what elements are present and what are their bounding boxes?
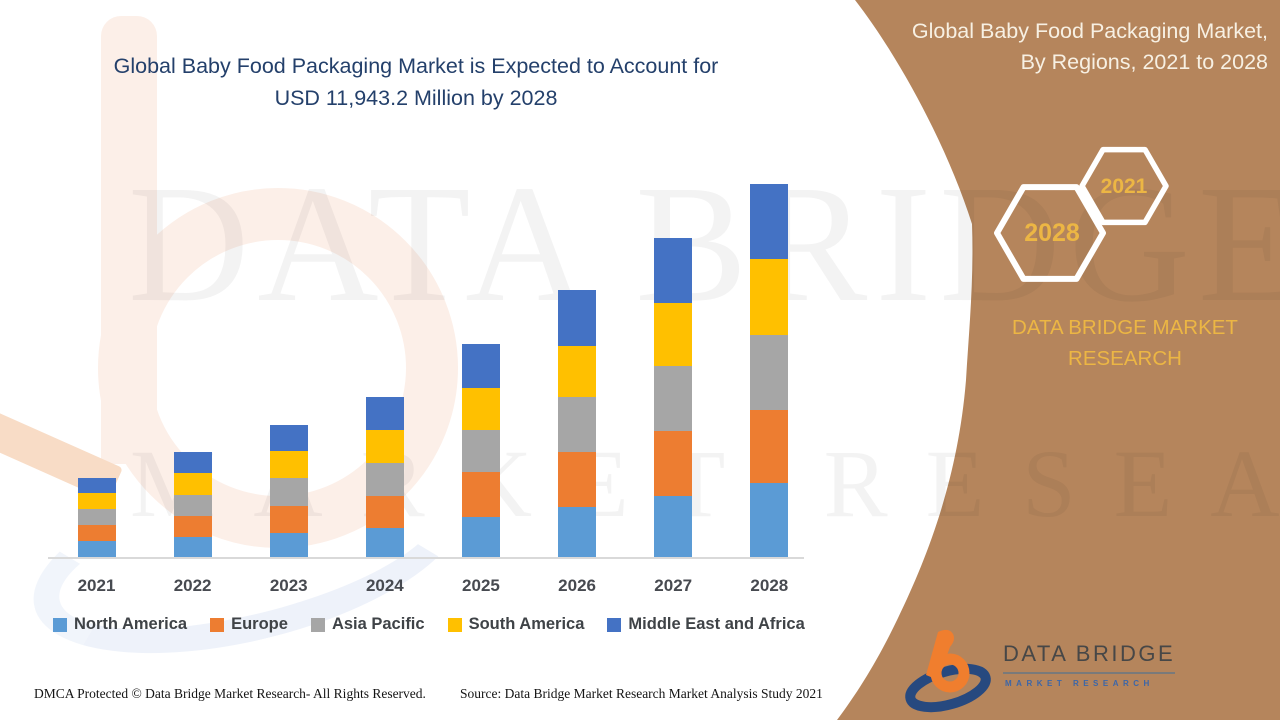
bar-segment-2026-europe bbox=[558, 451, 597, 507]
legend-swatch bbox=[447, 617, 462, 632]
bar-segment-2024-south-america bbox=[365, 429, 404, 463]
legend-label: South America bbox=[468, 615, 585, 633]
bar-segment-2022-asia-pacific bbox=[173, 495, 212, 517]
chart-title-line2: USD 11,943.2 Million by 2028 bbox=[274, 86, 558, 110]
hexagon-2028 bbox=[994, 184, 1106, 282]
bar-segment-2027-middle-east-and-africa bbox=[654, 238, 693, 304]
legend-label: Europe bbox=[231, 615, 288, 633]
panel-title: Global Baby Food Packaging Market, By Re… bbox=[868, 16, 1268, 78]
x-axis-label-2021: 2021 bbox=[77, 576, 116, 595]
chart-title: Global Baby Food Packaging Market is Exp… bbox=[40, 50, 792, 114]
bar-segment-2022-north-america bbox=[173, 537, 212, 558]
panel-title-line2: By Regions, 2021 to 2028 bbox=[1020, 50, 1268, 74]
legend-label: Middle East and Africa bbox=[628, 615, 805, 633]
legend-swatch bbox=[210, 617, 225, 632]
bar-segment-2021-europe bbox=[77, 525, 116, 542]
bar-segment-2021-asia-pacific bbox=[77, 509, 116, 526]
bar-segment-2023-europe bbox=[269, 506, 308, 533]
x-axis-label-2024: 2024 bbox=[365, 576, 404, 595]
bar-segment-2028-north-america bbox=[750, 483, 789, 558]
footer-source: Source: Data Bridge Market Research Mark… bbox=[460, 686, 823, 701]
bar-segment-2021-south-america bbox=[77, 493, 116, 510]
bar-segment-2028-middle-east-and-africa bbox=[750, 184, 789, 259]
bar-segment-2022-europe bbox=[173, 516, 212, 537]
bar-segment-2025-asia-pacific bbox=[461, 430, 500, 473]
bar-segment-2023-middle-east-and-africa bbox=[269, 425, 308, 452]
legend-item-middle-east-and-africa: Middle East and Africa bbox=[607, 615, 805, 634]
bar-segment-2022-middle-east-and-africa bbox=[173, 452, 212, 474]
legend-swatch bbox=[310, 617, 325, 632]
x-axis-label-2025: 2025 bbox=[462, 576, 500, 595]
bar-segment-2022-south-america bbox=[173, 473, 212, 496]
panel-title-line1: Global Baby Food Packaging Market, bbox=[911, 19, 1268, 43]
bar-segment-2027-europe bbox=[654, 431, 693, 496]
x-axis-label-2027: 2027 bbox=[654, 576, 693, 595]
legend-swatch bbox=[607, 617, 622, 632]
x-axis-line bbox=[48, 557, 804, 559]
bar-segment-2024-middle-east-and-africa bbox=[365, 397, 404, 430]
hexagon-year-2021: 2021 bbox=[1100, 175, 1148, 198]
x-axis-label-2026: 2026 bbox=[558, 576, 596, 595]
logo-blue-swoosh bbox=[905, 663, 991, 713]
bar-segment-2021-middle-east-and-africa bbox=[77, 478, 116, 494]
logo-wordmark: DATA BRIDGE bbox=[1003, 641, 1176, 674]
bar-segment-2025-middle-east-and-africa bbox=[461, 344, 500, 389]
bar-segment-2025-north-america bbox=[461, 516, 500, 558]
bar-segment-2028-asia-pacific bbox=[750, 335, 789, 411]
legend-item-north-america: North America bbox=[53, 615, 187, 634]
bar-segment-2026-south-america bbox=[558, 345, 597, 398]
bar-segment-2027-north-america bbox=[654, 495, 693, 558]
logo-orange-bowl bbox=[930, 653, 970, 693]
legend-label: North America bbox=[74, 615, 188, 633]
legend-item-asia-pacific: Asia Pacific bbox=[310, 615, 425, 634]
bar-segment-2023-south-america bbox=[269, 451, 308, 478]
chart-title-line1: Global Baby Food Packaging Market is Exp… bbox=[113, 54, 719, 78]
logo-tagline: MARKET RESEARCH bbox=[1005, 679, 1154, 688]
x-axis-label-2028: 2028 bbox=[750, 576, 789, 595]
hexagon-2021 bbox=[1079, 146, 1169, 226]
bar-segment-2021-north-america bbox=[77, 541, 116, 558]
bar-segment-2028-south-america bbox=[750, 258, 789, 336]
bar-segment-2027-south-america bbox=[654, 303, 693, 367]
brand-heading: DATA BRIDGE MARKET RESEARCH bbox=[1012, 316, 1238, 370]
data-bridge-logo-icon bbox=[905, 629, 991, 713]
legend-item-europe: Europe bbox=[210, 615, 288, 634]
bar-segment-2025-south-america bbox=[461, 388, 500, 431]
bar-segment-2023-north-america bbox=[269, 532, 308, 558]
bar-segment-2024-europe bbox=[365, 495, 404, 528]
footer-copyright: DMCA Protected © Data Bridge Market Rese… bbox=[34, 686, 426, 701]
bar-segment-2024-asia-pacific bbox=[365, 462, 404, 496]
bar-segment-2025-europe bbox=[461, 472, 500, 517]
bar-segment-2026-north-america bbox=[558, 506, 597, 558]
x-axis-label-2023: 2023 bbox=[269, 576, 308, 595]
bar-segment-2028-europe bbox=[750, 410, 789, 483]
x-axis-label-2022: 2022 bbox=[173, 576, 212, 595]
bar-segment-2027-asia-pacific bbox=[654, 366, 693, 431]
legend-swatch bbox=[53, 617, 67, 632]
chart-legend: North America Europe Asia Pacific South Ame… bbox=[53, 615, 805, 634]
bar-segment-2026-asia-pacific bbox=[558, 397, 597, 452]
hexagon-badges bbox=[994, 146, 1169, 282]
bar-segment-2023-asia-pacific bbox=[269, 477, 308, 506]
legend-label: Asia Pacific bbox=[331, 615, 425, 633]
bar-segment-2026-middle-east-and-africa bbox=[558, 289, 597, 346]
legend-item-south-america: South America bbox=[447, 615, 585, 634]
hexagon-year-2028: 2028 bbox=[1024, 219, 1080, 247]
bar-segment-2024-north-america bbox=[365, 527, 404, 558]
